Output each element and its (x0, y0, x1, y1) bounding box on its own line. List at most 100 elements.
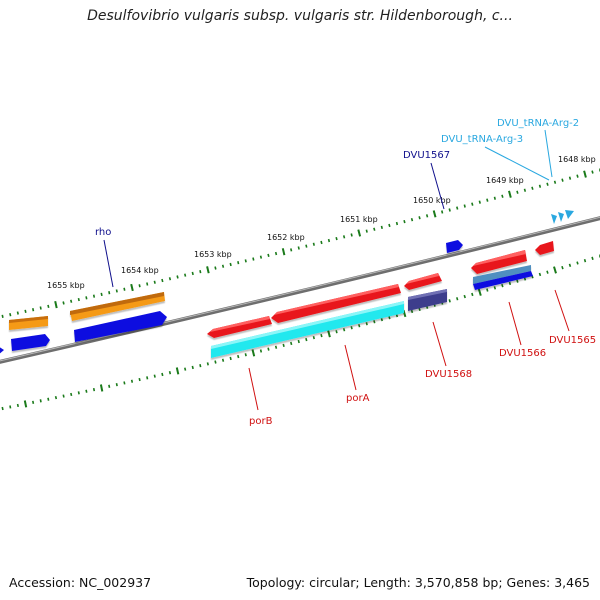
minor-tick (320, 334, 323, 338)
genome-backbone (0, 216, 600, 364)
major-tick (477, 288, 482, 296)
minor-tick (576, 174, 579, 178)
minor-tick (282, 343, 285, 347)
minor-tick (191, 365, 194, 370)
minor-tick (501, 194, 504, 198)
minor-tick (123, 287, 126, 291)
accession-text: Accession: NC_002937 (9, 575, 152, 590)
minor-tick (32, 308, 35, 312)
minor-tick (221, 264, 225, 268)
minor-tick (130, 379, 134, 383)
minor-tick (161, 372, 164, 377)
gene-orange-left[interactable] (9, 316, 48, 330)
minor-tick (85, 389, 88, 393)
gene-porA[interactable] (271, 284, 401, 323)
minor-tick (153, 374, 156, 378)
minor-tick (448, 299, 451, 303)
gene-blue-edge[interactable] (0, 346, 4, 355)
minor-tick (199, 270, 202, 274)
minor-tick (493, 196, 496, 200)
minor-tick (380, 225, 383, 229)
minor-tick (342, 328, 346, 332)
minor-tick (335, 330, 338, 334)
minor-tick (463, 294, 466, 299)
minor-tick (221, 358, 225, 362)
minor-tick (561, 265, 564, 270)
minor-tick (62, 394, 65, 398)
minor-tick (184, 367, 187, 371)
minor-tick (403, 220, 406, 224)
minor-tick (441, 210, 444, 214)
minor-tick (1, 314, 4, 318)
minor-tick (410, 309, 414, 314)
minor-tick (244, 353, 247, 357)
minor-tick (259, 255, 263, 259)
minor-tick (16, 311, 19, 315)
minor-tick (85, 296, 88, 300)
minor-tick (516, 279, 519, 283)
minor-tick (214, 360, 217, 364)
minor-tick (568, 176, 572, 180)
gene-dvu1567[interactable] (446, 240, 463, 253)
minor-tick (39, 399, 42, 403)
minor-tick (138, 284, 141, 288)
minor-tick (146, 376, 149, 380)
gene-dvu1565[interactable] (535, 241, 554, 255)
gene-dvu1568[interactable] (404, 273, 442, 290)
minor-tick (290, 341, 293, 346)
kbp-label-1648: 1648 kbp (558, 155, 596, 164)
minor-tick (108, 384, 111, 388)
major-tick (175, 367, 180, 375)
minor-tick (516, 190, 519, 194)
major-tick (327, 330, 331, 338)
minor-tick (297, 339, 300, 344)
minor-tick (388, 315, 391, 320)
minor-tick (9, 313, 12, 317)
minor-tick (538, 272, 542, 277)
gene-blue-left[interactable] (11, 334, 50, 351)
gene-rho[interactable] (70, 292, 165, 321)
minor-tick (191, 271, 194, 276)
leader-dvu1568 (432, 321, 447, 367)
minor-tick (77, 391, 80, 395)
minor-tick (553, 180, 557, 184)
minor-tick (146, 282, 149, 286)
minor-tick (425, 214, 429, 218)
trna-arg-arrows[interactable] (551, 210, 574, 224)
minor-tick (508, 281, 512, 286)
minor-tick (229, 356, 232, 361)
kbp-label-1655: 1655 kbp (47, 281, 85, 290)
kbp-label-1654: 1654 kbp (121, 266, 159, 275)
minor-tick (546, 270, 549, 274)
gene-label-dvu1566: DVU1566 (499, 348, 546, 359)
major-tick (583, 170, 587, 178)
minor-tick (54, 396, 58, 400)
minor-tick (388, 223, 391, 228)
gene-blue-mid[interactable] (74, 311, 167, 342)
minor-tick (252, 257, 255, 261)
minor-tick (297, 246, 300, 250)
leader-dvu1565 (554, 289, 570, 332)
minor-tick (327, 238, 331, 243)
gene-cyan-block[interactable] (211, 301, 404, 358)
minor-tick (39, 306, 42, 310)
minor-tick (244, 259, 247, 263)
gene-steel-block[interactable] (473, 265, 533, 290)
gene-navy-block[interactable] (408, 289, 447, 311)
major-tick (281, 248, 286, 256)
major-tick (553, 266, 557, 274)
gene-label-dvu1565: DVU1565 (549, 335, 596, 346)
major-tick (432, 210, 437, 218)
minor-tick (199, 364, 202, 368)
minor-tick (350, 233, 353, 237)
minor-tick (47, 304, 50, 308)
minor-tick (320, 240, 323, 245)
map-title: Desulfovibrio vulgaris subsp. vulgaris s… (87, 8, 513, 24)
minor-tick (267, 253, 270, 257)
gene-porB[interactable] (207, 316, 272, 338)
minor-tick (237, 354, 240, 359)
gene-dvu1566[interactable] (471, 250, 527, 274)
minor-tick (47, 397, 50, 401)
major-tick (508, 190, 512, 198)
